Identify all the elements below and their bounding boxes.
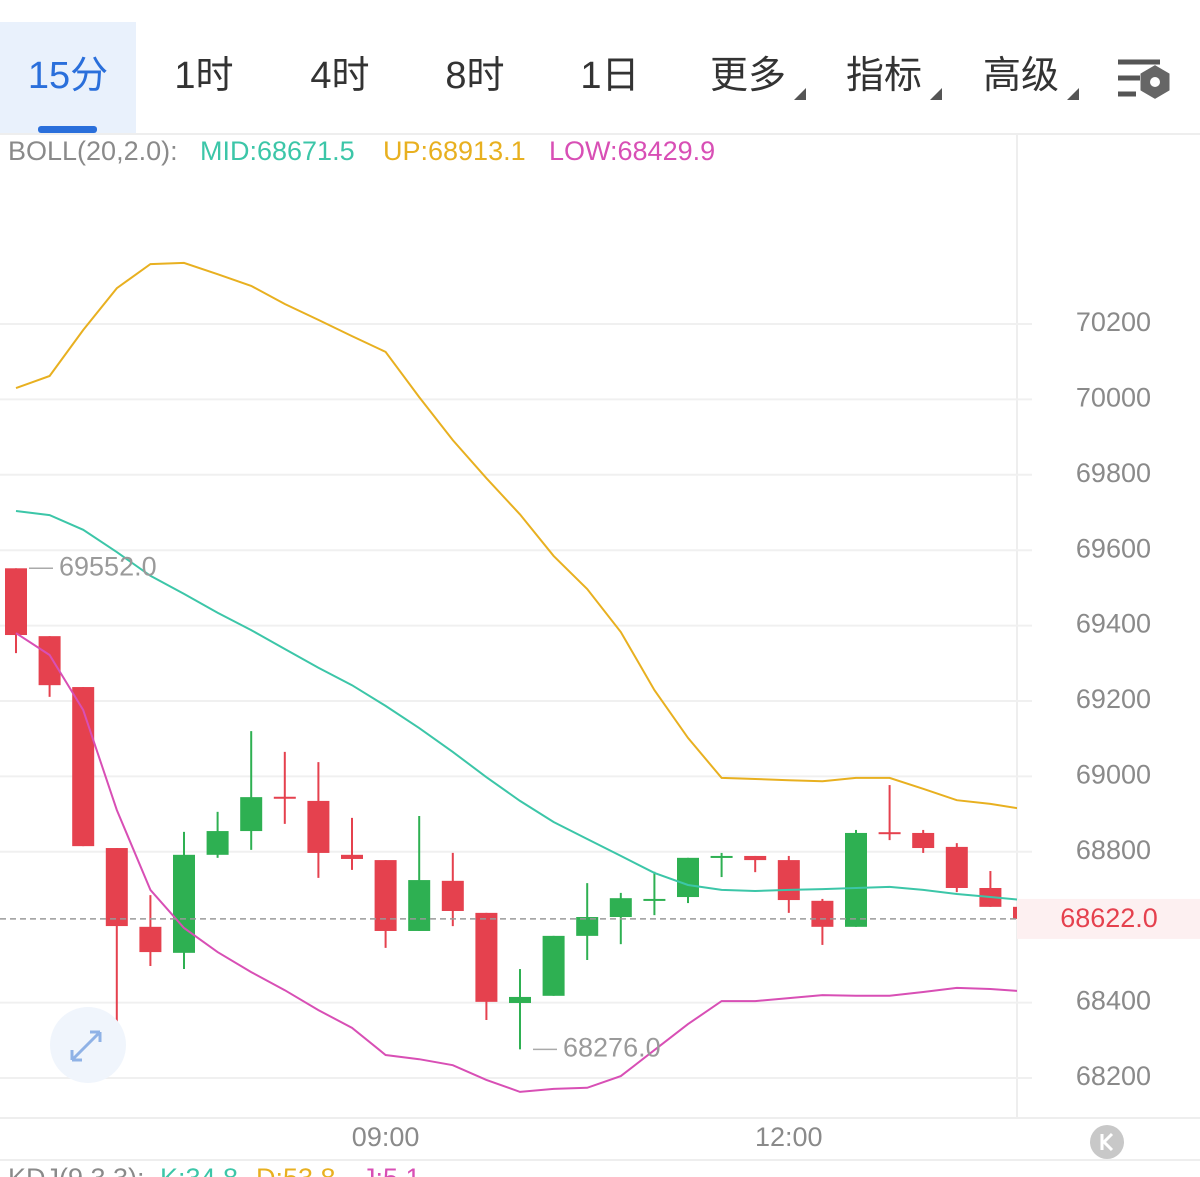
candle-body [38, 636, 61, 686]
candle-body [609, 898, 632, 918]
candle-body [206, 831, 229, 855]
x-tick-label: 12:00 [755, 1122, 823, 1152]
tab[interactable]: 15分 [28, 55, 108, 97]
y-tick-label: 69800 [1076, 458, 1151, 488]
sub-indicator-text: KDJ(9,3,3): [8, 1163, 145, 1177]
tab[interactable]: 1时 [174, 55, 233, 97]
scroll-latest-button[interactable] [1090, 1125, 1124, 1159]
sub-indicator-text: D:53.8 [256, 1163, 336, 1177]
sub-indicator: KDJ(9,3,3): K:34.8 D:53.8 J:5.1 [8, 1163, 421, 1177]
y-tick-label: 68400 [1076, 986, 1151, 1016]
active-tab-indicator [38, 126, 97, 133]
active-tab-bg [0, 22, 136, 133]
tab[interactable]: 1日 [580, 55, 639, 97]
candle-body [1013, 906, 1017, 919]
candle-body [5, 568, 27, 636]
indicator-label: BOLL(20,2.0): [8, 136, 178, 166]
candle-body [139, 926, 162, 953]
sub-indicator-text: J:5.1 [362, 1163, 421, 1177]
candle-body [307, 800, 330, 853]
candle-body [845, 832, 867, 927]
candle-body [173, 854, 195, 953]
candle-body [878, 832, 901, 835]
dropdown-triangles [794, 88, 1079, 100]
candle-body [945, 846, 968, 888]
candle-body [374, 860, 397, 931]
settings-icon[interactable] [1118, 59, 1170, 99]
y-tick-label: 69000 [1076, 760, 1151, 790]
tab[interactable]: 4时 [310, 55, 369, 97]
candle-body [744, 855, 767, 861]
last-price-bg [1017, 898, 1200, 939]
y-tick-label: 69400 [1076, 609, 1151, 639]
y-tick-label: 70000 [1076, 383, 1151, 413]
y-tick-label: 69600 [1076, 533, 1151, 563]
extreme-label: 68276.0 [563, 1032, 661, 1062]
candle-body [105, 848, 128, 927]
sub-indicator-text: K:34.8 [160, 1163, 238, 1177]
candle-body [509, 996, 531, 1003]
candle-body [677, 857, 699, 898]
candle-body [542, 935, 565, 996]
x-tick-label: 09:00 [352, 1122, 420, 1152]
candle-body [643, 898, 666, 901]
legend-entry: LOW:68429.9 [549, 136, 715, 166]
extreme-label: 69552.0 [59, 551, 157, 581]
boll-line [15, 632, 1017, 1093]
candle-body [408, 880, 431, 931]
y-tick-label: 68200 [1076, 1061, 1151, 1091]
candle-body [475, 912, 498, 1002]
candle-body [912, 832, 935, 849]
tab[interactable]: 指标 [846, 55, 922, 97]
candle-body [341, 854, 363, 859]
candle-body [273, 796, 296, 799]
last-price-label: 68622.0 [1060, 903, 1158, 933]
tab[interactable]: 8时 [445, 55, 504, 97]
candle-body [777, 860, 800, 901]
y-tick-label: 70200 [1076, 307, 1151, 337]
candle-body [441, 880, 464, 911]
legend-entry: UP:68913.1 [383, 136, 526, 166]
tab[interactable]: 高级 [983, 55, 1059, 97]
boll-line [15, 261, 1017, 810]
candle-body [811, 900, 834, 927]
boll-line [15, 510, 1017, 901]
expand-button[interactable] [50, 1007, 126, 1083]
tab[interactable]: 更多 [710, 55, 786, 97]
candle-body [576, 917, 599, 936]
legend-entry: MID:68671.5 [200, 136, 355, 166]
candle-body [710, 855, 733, 858]
candle-body [240, 797, 263, 832]
y-tick-label: 68800 [1076, 835, 1151, 865]
y-tick-label: 69200 [1076, 684, 1151, 714]
